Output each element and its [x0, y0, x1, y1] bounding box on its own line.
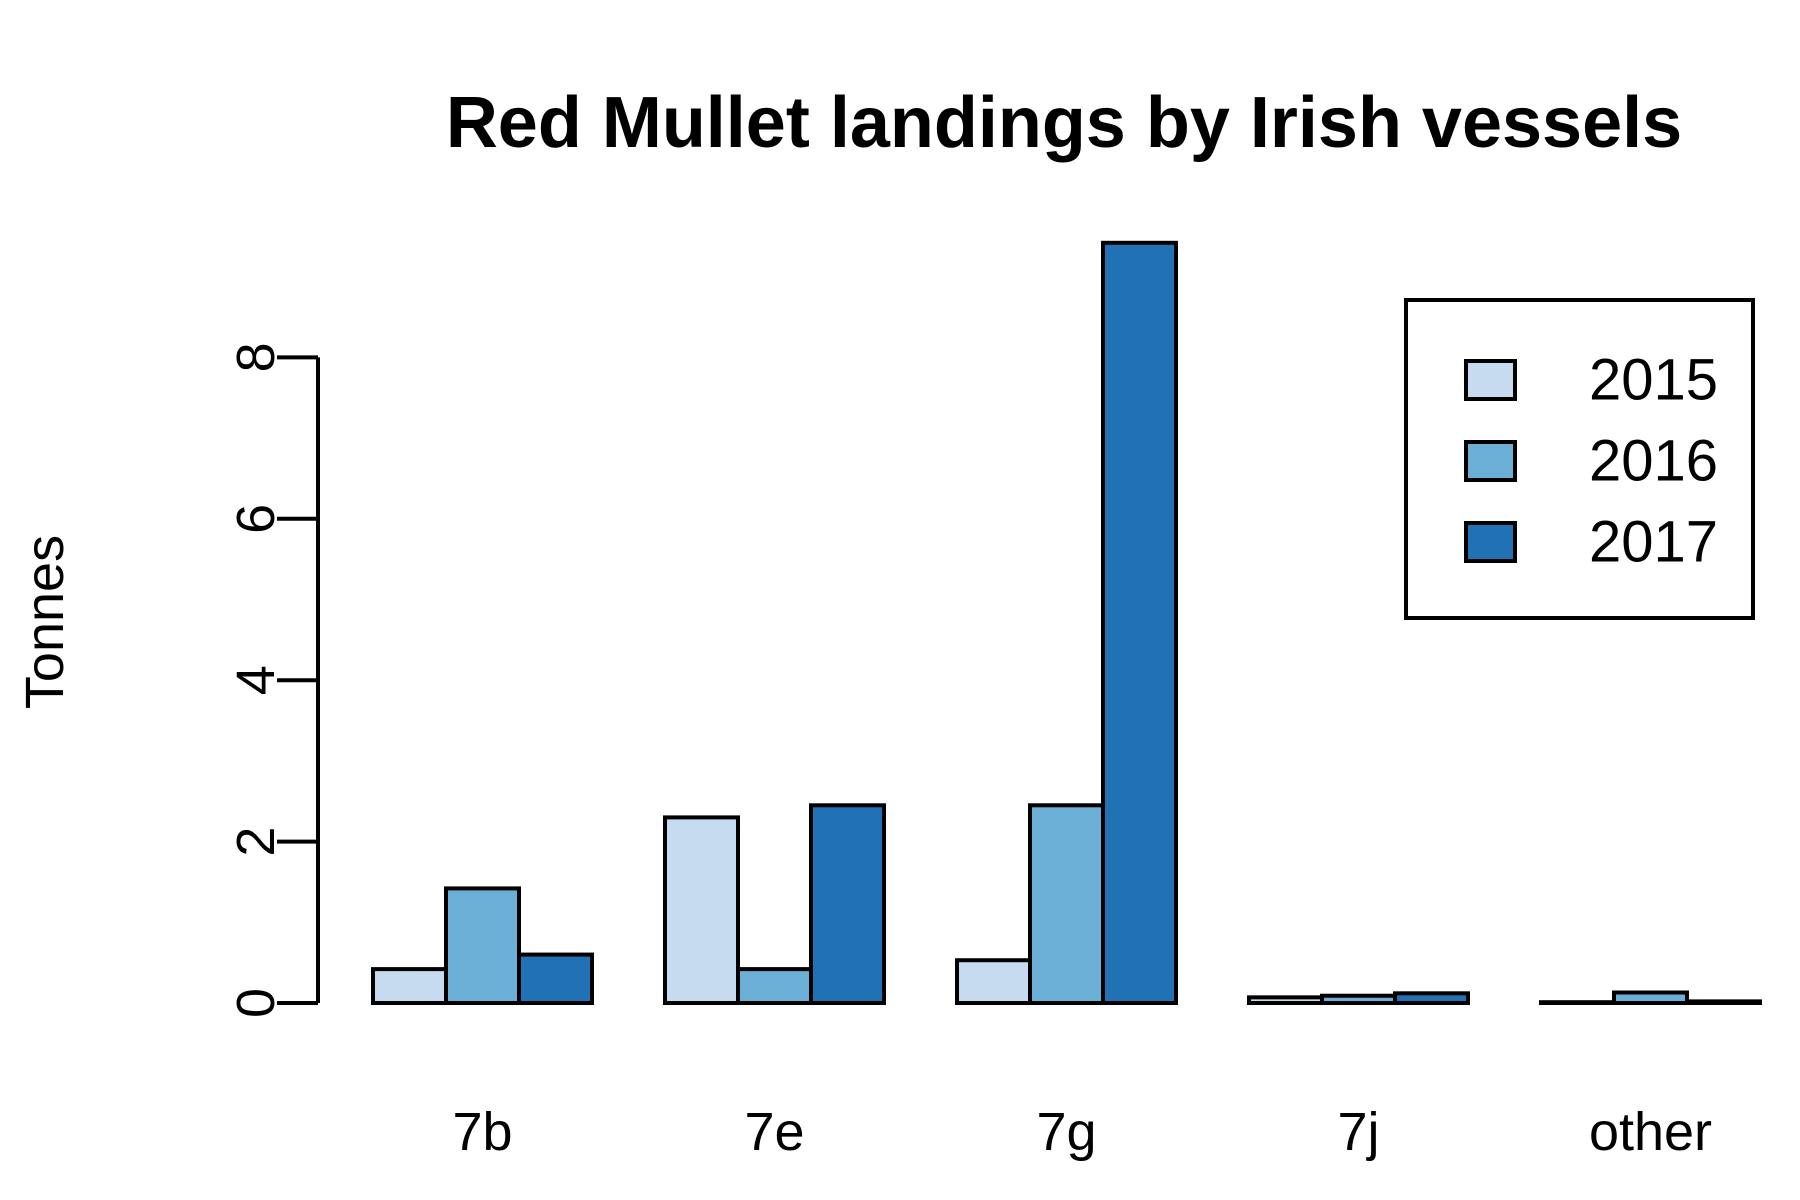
bar: [1393, 991, 1470, 1005]
chart-title: Red Mullet landings by Irish vessels: [446, 83, 1682, 163]
legend-swatch: [1464, 359, 1517, 401]
y-tick-label: 0: [226, 988, 286, 1018]
bar: [444, 886, 521, 1006]
legend-items: 2015 2016 2017: [1464, 348, 1718, 575]
legend-label: 2015: [1589, 348, 1718, 413]
x-tick-label: other: [1589, 1102, 1712, 1162]
y-axis: 0 2 4 6 8: [226, 342, 320, 1018]
x-tick-label: 7b: [452, 1102, 512, 1162]
y-tick-label: 8: [226, 342, 286, 372]
bar: [517, 952, 594, 1006]
legend-label: 2017: [1589, 510, 1718, 575]
legend-box: [1404, 298, 1755, 620]
bar: [1612, 990, 1689, 1005]
legend-swatch: [1464, 521, 1517, 563]
y-tick-label: 6: [226, 504, 286, 534]
y-tick-label: 2: [226, 827, 286, 857]
bar: [736, 967, 813, 1006]
legend: 2015 2016 2017: [1404, 298, 1755, 620]
bar: [1028, 803, 1105, 1005]
y-tick-label: 4: [226, 665, 286, 695]
x-tick-label: 7j: [1337, 1102, 1379, 1162]
bar: [955, 958, 1032, 1006]
legend-swatch: [1464, 440, 1517, 482]
bar: [663, 815, 740, 1006]
x-tick-label: 7g: [1036, 1102, 1096, 1162]
bar: [1539, 1000, 1616, 1005]
y-axis-label: Tonnes: [15, 535, 75, 709]
bar: [1320, 993, 1397, 1005]
bar: [1247, 995, 1324, 1006]
legend-label: 2016: [1589, 429, 1718, 494]
bar: [1101, 240, 1178, 1005]
bars: [371, 240, 1762, 1006]
bar: [1685, 999, 1762, 1005]
bar: [809, 803, 886, 1005]
x-tick-label: 7e: [744, 1102, 804, 1162]
bar: [371, 967, 448, 1006]
category-labels: 7b 7e 7g 7j other: [452, 1102, 1712, 1162]
